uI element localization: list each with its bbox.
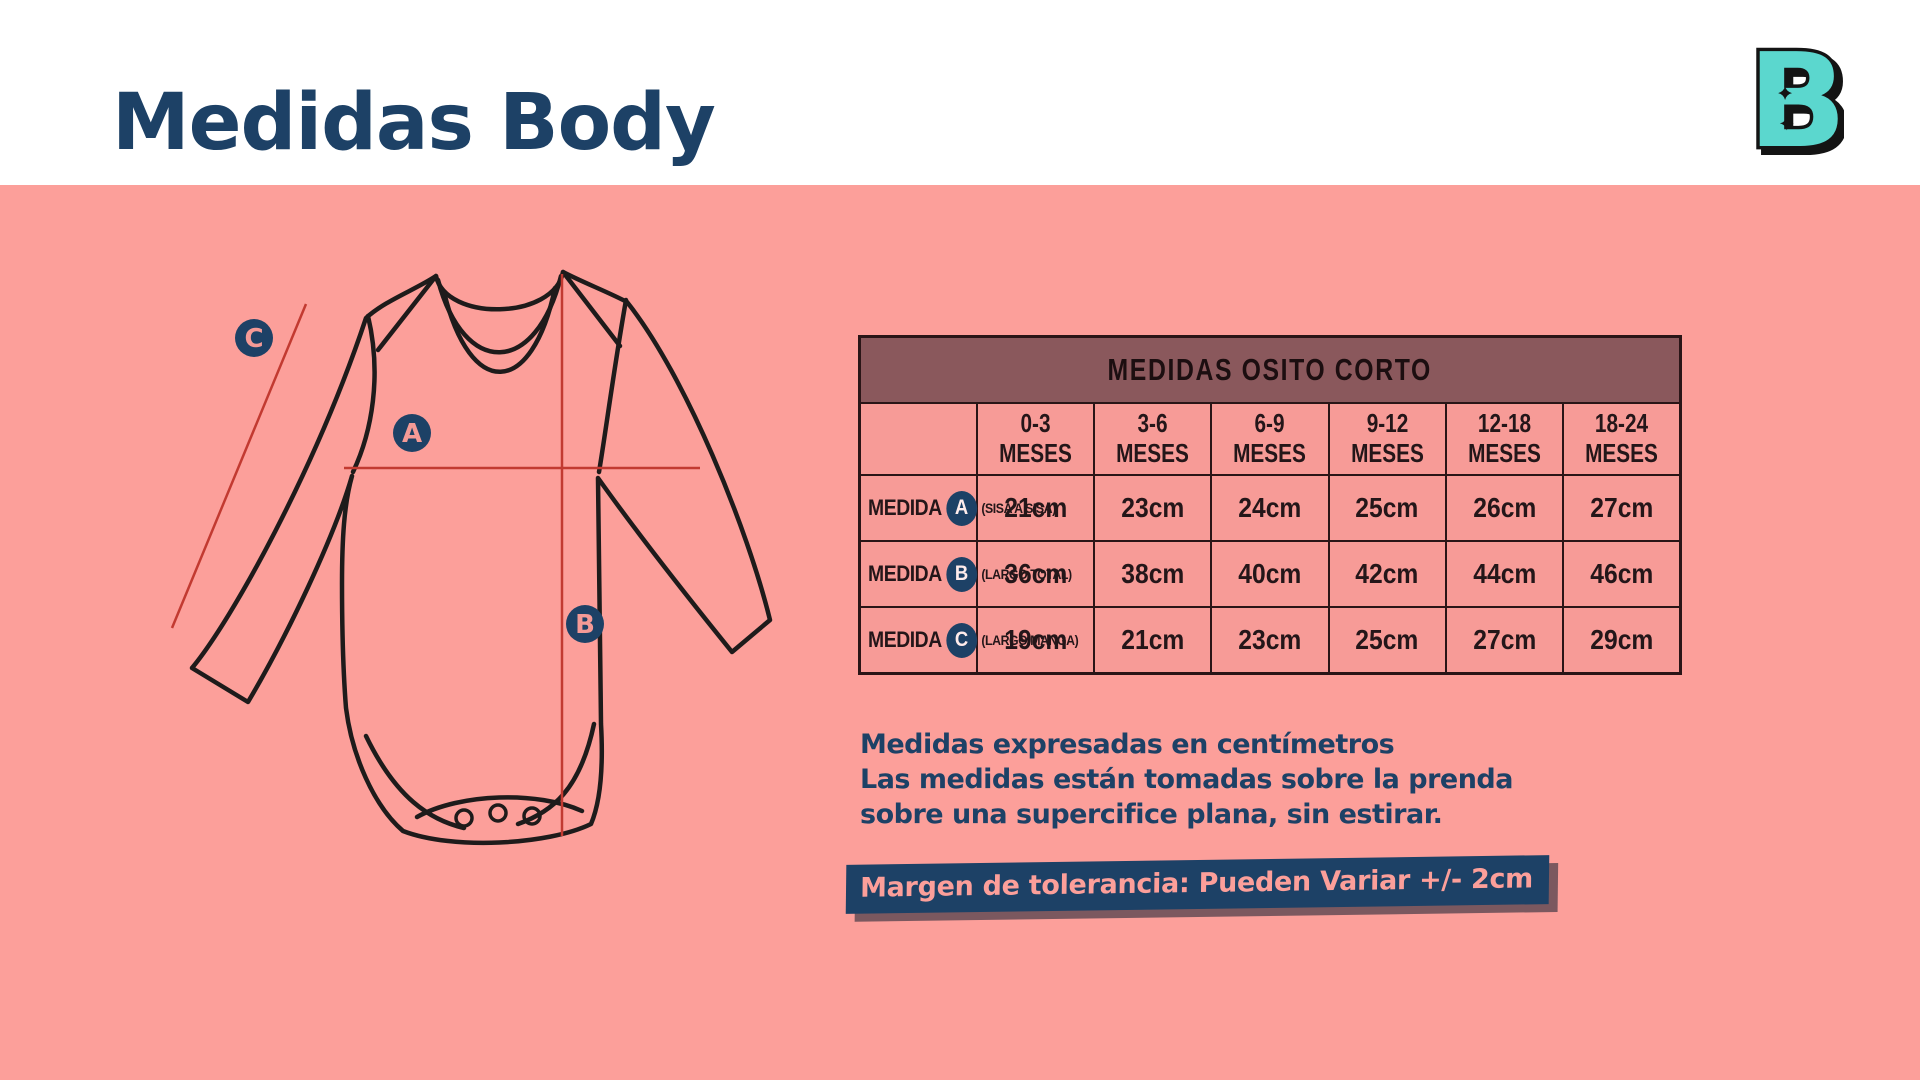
table-row-medida-c: MEDIDA C (LARGO MANGA) 19cm 21cm 23cm 25… xyxy=(858,606,1682,675)
col-header-range: 0-3 xyxy=(1020,408,1051,439)
tolerance-banner: Margen de tolerancia: Pueden Variar +/- … xyxy=(845,855,1550,914)
row-label-text: MEDIDA xyxy=(868,495,942,520)
leg-opening-seam xyxy=(363,733,467,831)
armhole-seam xyxy=(596,297,629,475)
col-header: 0-3 MESES xyxy=(975,402,1096,476)
row-label-detail: (SISA A SISA) xyxy=(981,500,1056,516)
page-header: Medidas Body B B xyxy=(0,0,1920,185)
table-cell: 40cm xyxy=(1210,540,1330,608)
table-cell: 36cm xyxy=(975,540,1096,608)
table-title-text: MEDIDAS OSITO CORTO xyxy=(1107,352,1433,387)
table-cell: 26cm xyxy=(1444,474,1565,542)
tolerance-banner-text: Margen de tolerancia: Pueden Variar +/- … xyxy=(859,863,1534,904)
row-label-text: MEDIDA xyxy=(868,627,942,652)
row-label: MEDIDA B (LARGO TOTAL) xyxy=(861,556,1072,592)
table-cell: 24cm xyxy=(1210,474,1330,542)
snap-flap-edge xyxy=(414,795,585,820)
marker-b-letter: B xyxy=(575,610,595,640)
table-row-medida-a: MEDIDA A (SISA A SISA) 21cm 23cm 24cm 25… xyxy=(858,474,1682,542)
row-marker-badge: A xyxy=(946,490,977,526)
size-chart-table: MEDIDAS OSITO CORTO 0-3 MESES 3-6 MESES 6-… xyxy=(858,335,1682,675)
table-cell: 29cm xyxy=(1562,606,1682,675)
table-cell: 23cm xyxy=(1210,606,1330,675)
col-header: 3-6 MESES xyxy=(1093,402,1213,476)
table-cell: 27cm xyxy=(1562,474,1682,542)
row-label: MEDIDA A (SISA A SISA) xyxy=(861,490,1056,526)
table-cell: 25cm xyxy=(1327,606,1447,675)
table-cell: 27cm xyxy=(1444,606,1565,675)
table-cell: 38cm xyxy=(1093,540,1213,608)
marker-b: B xyxy=(566,605,604,643)
note-line: Medidas expresadas en centímetros xyxy=(860,729,1395,760)
snap-button-icon xyxy=(522,806,542,826)
marker-c-letter: C xyxy=(244,324,263,354)
row-label-detail: (LARGO MANGA) xyxy=(981,632,1079,648)
col-header-range: 3-6 xyxy=(1137,408,1168,439)
table-header-row: 0-3 MESES 3-6 MESES 6-9 MESES 9-12 MESES 12-… xyxy=(858,402,1682,476)
note-line: sobre una supercifice plana, sin estirar… xyxy=(860,799,1443,830)
table-cell: 23cm xyxy=(1093,474,1213,542)
marker-c: C xyxy=(235,319,273,357)
col-header: 18-24 MESES xyxy=(1562,402,1682,476)
col-header-range: 12-18 xyxy=(1477,408,1532,439)
collar-band-line xyxy=(441,285,558,374)
brand-logo: B B xyxy=(1744,34,1844,166)
logo-shadow-letter: B xyxy=(1753,34,1844,166)
measurement-notes: Medidas expresadas en centímetros Las me… xyxy=(860,727,1513,832)
bodysuit-outline xyxy=(189,269,773,846)
table-title: MEDIDAS OSITO CORTO xyxy=(858,335,1682,404)
col-header-range: 9-12 xyxy=(1366,408,1409,439)
snap-button-icon xyxy=(454,808,474,828)
row-marker-badge: C xyxy=(946,622,977,658)
leg-opening-seam xyxy=(515,721,597,827)
logo-letter: B xyxy=(1748,34,1844,166)
col-header: 6-9 MESES xyxy=(1210,402,1330,476)
col-header-range: 6-9 xyxy=(1254,408,1286,439)
col-header-unit: MESES xyxy=(1233,438,1307,468)
buttonhole-icon xyxy=(1778,86,1792,100)
note-line: Las medidas están tomadas sobre la prend… xyxy=(860,764,1513,795)
collar-band-line xyxy=(435,273,564,355)
table-cell: 25cm xyxy=(1327,474,1447,542)
table-cell: 44cm xyxy=(1444,540,1565,608)
col-header-range: 18-24 xyxy=(1594,408,1649,439)
lap-shoulder-seam xyxy=(560,269,623,349)
buttonhole-icon xyxy=(1779,116,1794,131)
col-header: 12-18 MESES xyxy=(1444,402,1565,476)
col-header-unit: MESES xyxy=(1350,438,1424,468)
armhole-seam xyxy=(350,313,377,475)
snap-button-icon xyxy=(488,803,508,823)
marker-a: A xyxy=(393,414,431,452)
table-title-row: MEDIDAS OSITO CORTO xyxy=(858,335,1682,404)
col-header: 9-12 MESES xyxy=(1327,402,1447,476)
table-row-medida-b: MEDIDA B (LARGO TOTAL) 36cm 38cm 40cm 42… xyxy=(858,540,1682,608)
col-header-unit: MESES xyxy=(999,438,1072,468)
row-label: MEDIDA C (LARGO MANGA) xyxy=(861,622,1079,658)
page-title: Medidas Body xyxy=(112,78,716,168)
table-cell: 46cm xyxy=(1562,540,1682,608)
row-label-text: MEDIDA xyxy=(868,561,942,586)
marker-a-letter: A xyxy=(402,419,422,449)
bodysuit-measure-diagram: A B C xyxy=(170,269,773,846)
table-cell: 21cm xyxy=(1093,606,1213,675)
row-marker-badge: B xyxy=(946,556,977,592)
table-cell: 42cm xyxy=(1327,540,1447,608)
table-cell: 19cm xyxy=(975,606,1096,675)
measure-line-c xyxy=(170,303,308,629)
col-header-unit: MESES xyxy=(1468,438,1541,468)
corner-cell xyxy=(858,402,978,476)
row-label-detail: (LARGO TOTAL) xyxy=(981,566,1072,582)
col-header-unit: MESES xyxy=(1585,438,1659,468)
lap-shoulder-seam xyxy=(375,273,439,353)
col-header-unit: MESES xyxy=(1116,438,1190,468)
table-cell: 21cm xyxy=(975,474,1096,542)
